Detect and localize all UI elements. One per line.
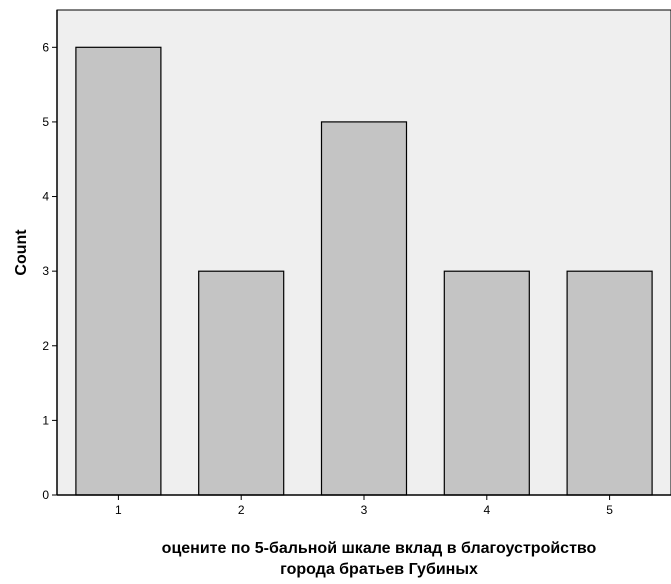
x-axis-title-line-2: города братьев Губиных — [280, 561, 478, 578]
x-tick-label: 4 — [483, 503, 490, 517]
x-axis-title-line-1: оцените по 5-бальной шкале вклад в благо… — [162, 540, 597, 557]
y-axis-title: Count — [13, 229, 30, 276]
x-axis-ticks: 1 2 3 4 5 — [115, 495, 613, 517]
y-tick-label: 4 — [42, 190, 49, 204]
y-tick-label: 6 — [42, 40, 49, 54]
y-tick-label: 2 — [42, 339, 49, 353]
y-tick-label: 0 — [42, 488, 49, 502]
bar-4 — [443, 270, 530, 496]
y-tick-label: 5 — [42, 115, 49, 129]
bar-1 — [75, 46, 162, 496]
y-tick-label: 1 — [42, 413, 49, 427]
x-tick-label: 1 — [115, 503, 122, 517]
x-tick-label: 5 — [606, 503, 613, 517]
x-tick-label: 3 — [361, 503, 368, 517]
bar-5 — [566, 270, 653, 496]
y-tick-label: 3 — [42, 264, 49, 278]
x-tick-label: 2 — [238, 503, 245, 517]
bar-3 — [320, 121, 408, 496]
y-axis-ticks: 0 1 2 3 4 5 6 — [42, 40, 57, 502]
bars-group — [75, 46, 653, 496]
bar-2 — [198, 270, 285, 496]
